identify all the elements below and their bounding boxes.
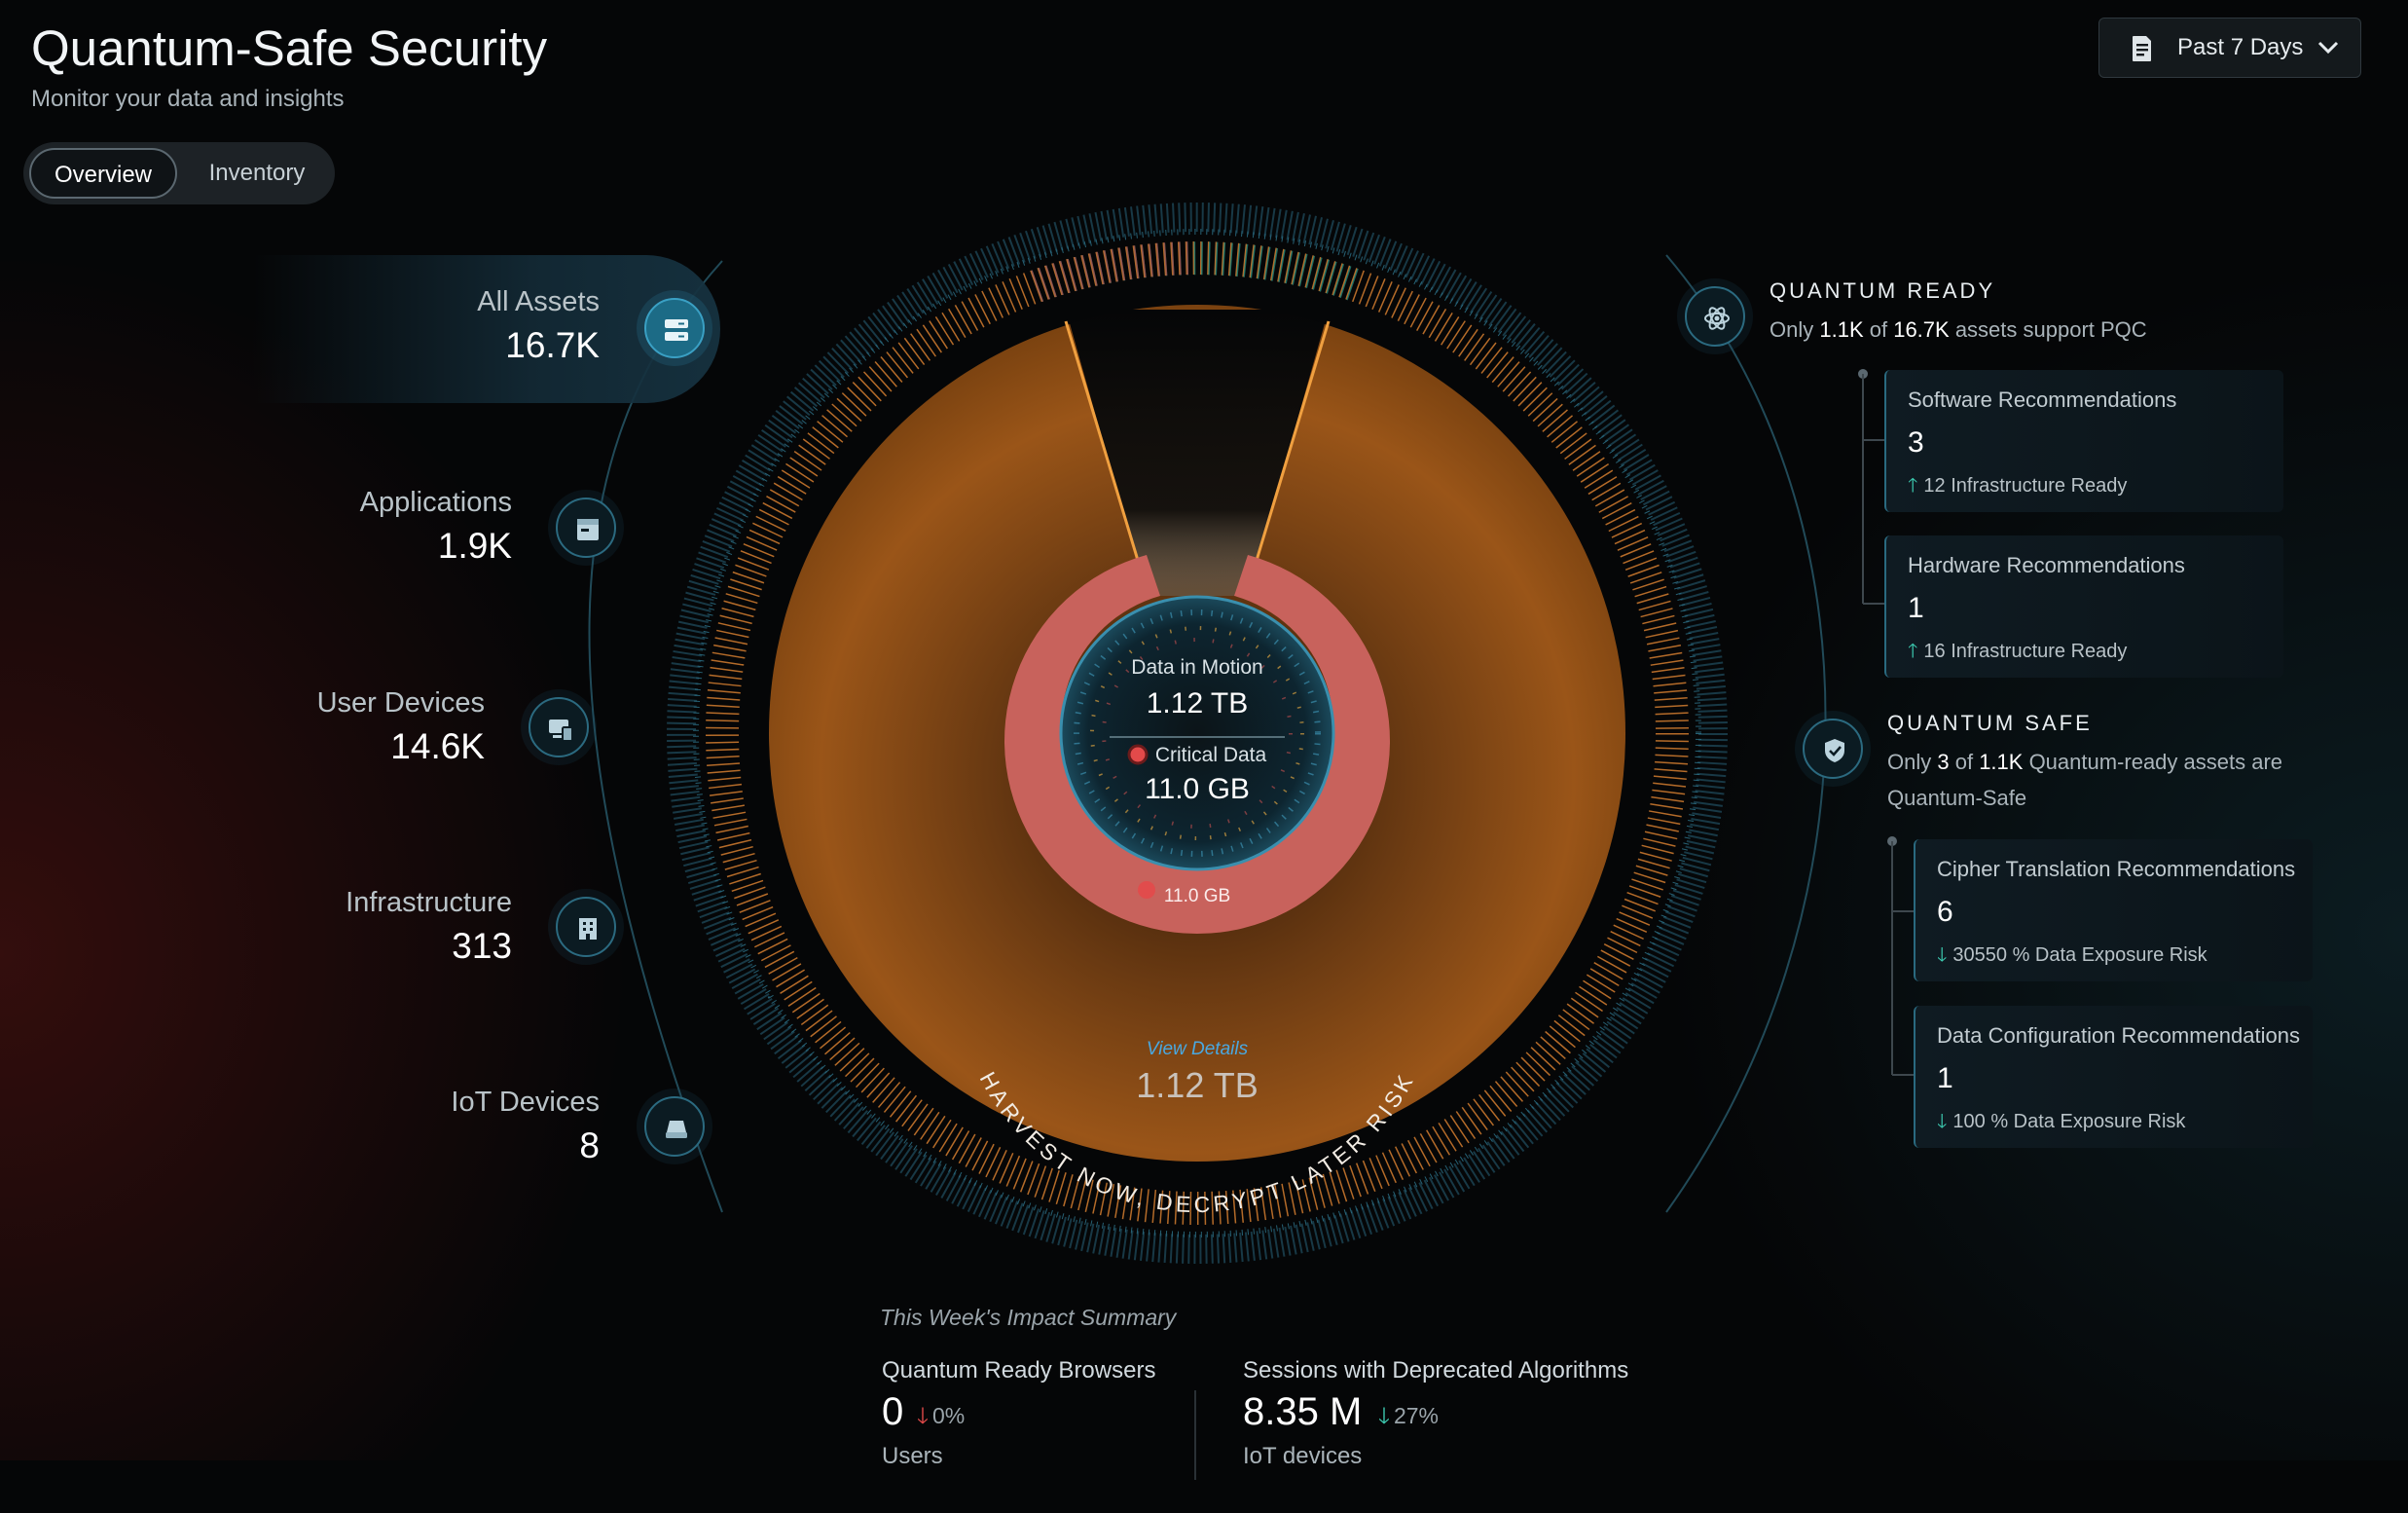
arrow-up-icon: 🡑 [1908,641,1918,662]
tab-overview[interactable]: Overview [29,148,177,199]
asset-value-all: 16.7K [505,325,600,365]
building-icon [579,918,597,940]
view-tabs: Overview Inventory [23,142,335,204]
summary-delta-browsers: 🡓 0% [917,1403,966,1428]
asset-node-applications[interactable] [556,498,616,558]
chevron-down-icon [2317,41,2339,55]
arrow-down-icon: 🡓 [1378,1403,1390,1428]
asset-label-iot: IoT Devices [451,1087,600,1118]
app-window-icon [577,519,599,540]
quantum-safe-node[interactable] [1803,719,1863,779]
summary-divider [1194,1390,1196,1480]
software-recommendations-card[interactable]: Software Recommendations 3 🡑 12 Infrastru… [1884,370,2283,512]
asset-value-applications: 1.9K [437,526,512,566]
shield-check-icon [1825,739,1844,762]
critical-label: Critical Data [1154,744,1267,766]
all-assets-highlight [253,255,720,403]
rec-value: 1 [1937,1062,1953,1094]
page-subtitle: Monitor your data and insights [31,86,345,112]
critical-ring [1003,555,1390,935]
quantum-ready-tree [1858,369,1884,605]
readiness-connector-arc [1665,254,1827,1213]
quantum-safe-tree [1887,836,1914,1076]
rec-footer: 🡓 100 % Data Exposure Risk [1937,1111,2186,1132]
rec-footer: 🡑 12 Infrastructure Ready [1908,475,2128,497]
period-selector[interactable]: Past 7 Days [2098,18,2361,78]
asset-node-all[interactable] [644,298,705,358]
hardware-recommendations-card[interactable]: Hardware Recommendations 1 🡑 16 Infrastru… [1884,535,2283,678]
quantum-ready-node[interactable] [1685,286,1745,347]
asset-value-infrastructure: 313 [452,926,512,966]
motion-value: 1.12 TB [1146,687,1249,720]
quantum-safe-subtitle: Only 3 of 1.1K Quantum-ready assets are … [1887,750,2283,810]
motion-label: Data in Motion [1131,656,1263,679]
iot-device-icon [666,1121,687,1138]
asset-value-iot: 8 [579,1126,600,1165]
summary-label-browsers: Quantum Ready Browsers [882,1357,1156,1384]
rec-title: Hardware Recommendations [1908,553,2185,577]
assets-connector-arc [588,260,723,1213]
asset-label-user-devices: User Devices [316,687,485,719]
summary-unit-browsers: Users [882,1443,943,1469]
arrow-down-icon: 🡓 [1937,944,1948,966]
summary-title: This Week's Impact Summary [880,1305,1177,1330]
rec-value: 1 [1908,592,1924,624]
summary-unit-sessions: IoT devices [1243,1443,1363,1469]
tab-inventory[interactable]: Inventory [208,160,306,186]
background-glow-right [1532,146,2408,1460]
asset-value-user-devices: 14.6K [390,726,485,766]
cipher-translation-card[interactable]: Cipher Translation Recommendations 6 🡓 30… [1914,839,2313,981]
rec-value: 6 [1937,896,1953,928]
quantum-ready-subtitle: Only 1.1K of 16.7K assets support PQC [1770,317,2147,342]
summary-label-sessions: Sessions with Deprecated Algorithms [1243,1357,1629,1384]
critical-dot [1127,744,1149,765]
page-title: Quantum-Safe Security [31,20,548,76]
arrow-down-icon: 🡓 [1937,1111,1948,1132]
asset-node-user-devices[interactable] [529,697,589,757]
asset-label-infrastructure: Infrastructure [346,887,512,918]
quantum-safe-heading: QUANTUM SAFE [1887,711,2093,735]
risk-value: 1.12 TB [1136,1065,1259,1105]
asset-label-applications: Applications [359,487,512,518]
critical-ring-label: 11.0 GB [1163,886,1231,906]
rec-footer: 🡓 30550 % Data Exposure Risk [1937,944,2207,966]
atom-icon [1704,307,1730,330]
data-configuration-card[interactable]: Data Configuration Recommendations 1 🡓 10… [1914,1006,2313,1148]
summary-delta-sessions: 🡓 27% [1378,1403,1440,1428]
background-glow-left [0,195,681,1460]
server-icon [665,319,688,341]
rec-footer: 🡑 16 Infrastructure Ready [1908,641,2128,662]
asset-node-infrastructure[interactable] [556,897,616,957]
rec-title: Software Recommendations [1908,387,2177,412]
critical-value: 11.0 GB [1145,773,1250,805]
devices-icon [549,720,573,742]
rec-value: 3 [1908,426,1924,459]
document-icon [2133,36,2151,61]
rec-title: Cipher Translation Recommendations [1937,857,2296,881]
asset-label-all: All Assets [477,286,600,317]
summary-value-browsers: 0 [882,1390,904,1433]
rec-title: Data Configuration Recommendations [1937,1023,2300,1048]
summary-value-sessions: 8.35 M [1243,1390,1363,1433]
view-details-link[interactable]: View Details [1146,1039,1249,1059]
period-label: Past 7 Days [2177,34,2304,60]
asset-node-iot[interactable] [644,1096,705,1157]
arrow-up-icon: 🡑 [1908,475,1918,497]
quantum-ready-heading: QUANTUM READY [1770,278,1996,303]
arrow-down-icon: 🡓 [917,1403,929,1428]
